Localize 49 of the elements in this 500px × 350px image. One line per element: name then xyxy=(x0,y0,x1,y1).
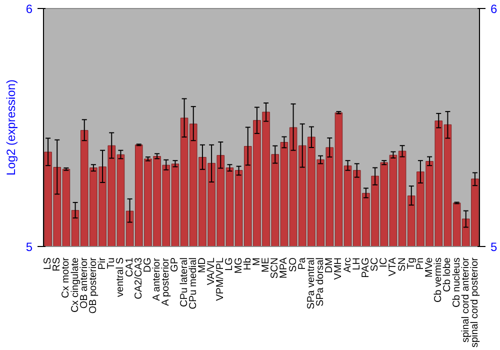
x-tick-label: SCN xyxy=(270,257,281,279)
x-tick-label: MPA xyxy=(278,257,290,278)
x-tick-label: SPa dorsal xyxy=(315,257,326,306)
x-tick-label: MVe xyxy=(424,257,436,278)
x-tick-label: M xyxy=(251,257,262,266)
x-tick-label: Cx cingulate xyxy=(70,257,81,313)
x-tick-label: ME xyxy=(260,257,272,272)
x-tick-label: PAG xyxy=(360,257,372,278)
x-tick-label: Tg xyxy=(406,258,417,270)
x-tick-label: Cb lobe xyxy=(442,257,454,292)
x-tick-label: DG xyxy=(142,257,154,272)
x-tick-label: Cb nucleus xyxy=(451,258,462,308)
x-tick-label: SN xyxy=(396,257,408,272)
x-tick-label: CPu lateral xyxy=(178,258,190,307)
x-tick-label: ventral S xyxy=(115,257,126,297)
x-tick-label: DM xyxy=(324,257,336,274)
x-tick-label: CA2/CA3 xyxy=(133,257,144,300)
x-tick-label: Tu xyxy=(106,257,118,269)
x-tick-label: CPu medial xyxy=(188,257,199,310)
x-tick-label: Pn xyxy=(414,257,426,270)
x-tick-label: SC xyxy=(370,257,381,272)
x-tick-label: CA1 xyxy=(124,257,136,277)
x-tick-label: Pir xyxy=(97,256,108,270)
x-tick-label: spinal cord anterior xyxy=(460,256,472,343)
x-tick-label: LH xyxy=(351,257,362,270)
x-tick-label: Hb xyxy=(242,257,254,270)
x-tick-label: spinal cord posterior xyxy=(469,256,480,348)
x-tick-label: VTA xyxy=(388,257,399,276)
y2-tick-label: 5 xyxy=(490,240,498,254)
x-tick-label: OB anterior xyxy=(78,256,90,309)
x-tick-label: LS xyxy=(42,257,54,270)
y2-tick-label: 6 xyxy=(490,2,498,16)
x-tick-label: Cx motor xyxy=(60,256,72,298)
y-axis-title: Log2 (expression) xyxy=(4,79,18,176)
x-tick-label: SO xyxy=(288,257,299,272)
x-tick-label: Arc xyxy=(342,258,354,272)
x-tick-label: GP xyxy=(170,257,181,272)
x-tick-label: VMH xyxy=(333,257,344,280)
x-tick-label: RS xyxy=(52,257,63,272)
x-tick-label: A posterior xyxy=(160,257,172,306)
x-tick-label: MD xyxy=(196,257,208,274)
x-tick-label: A anterior xyxy=(152,257,163,301)
x-tick-label: IC xyxy=(378,258,390,268)
x-tick-label: OB posterior xyxy=(88,256,99,314)
x-tick-label: LG xyxy=(224,257,236,271)
x-tick-label: Pa xyxy=(296,257,308,270)
x-tick-label: SPa ventral xyxy=(306,257,317,310)
x-tick-label: VPM/VPL xyxy=(215,257,226,301)
x-tick-label: MG xyxy=(233,257,244,274)
